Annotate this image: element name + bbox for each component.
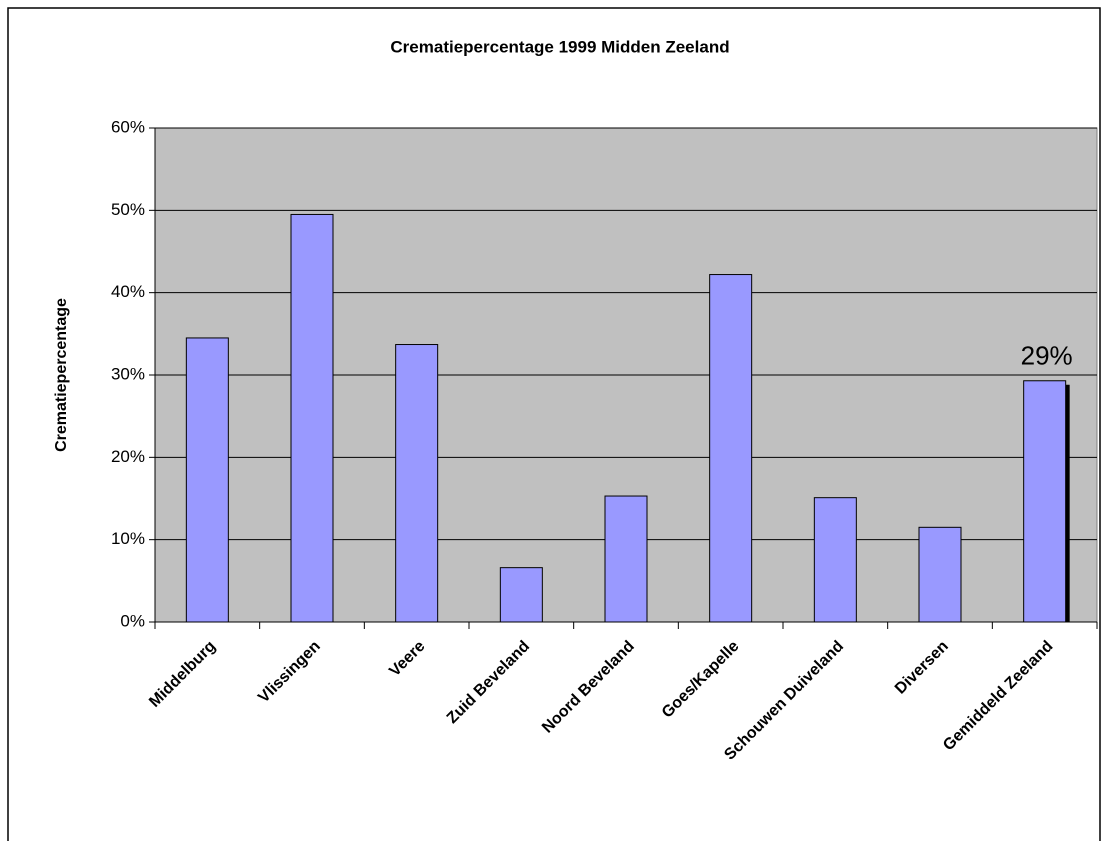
bar	[395, 344, 439, 623]
bar	[1023, 380, 1067, 623]
bar	[604, 495, 648, 623]
y-tick-label: 30%	[111, 364, 145, 383]
chart-title: Crematiepercentage 1999 Midden Zeeland	[390, 37, 729, 56]
data-label: 29%	[1021, 341, 1073, 371]
bar	[499, 567, 543, 623]
y-tick-label: 40%	[111, 282, 145, 301]
bar	[185, 337, 229, 623]
y-tick-label: 60%	[111, 117, 145, 136]
chart-frame	[7, 7, 1101, 841]
y-tick-label: 0%	[120, 611, 145, 630]
bar	[709, 274, 753, 623]
bar	[918, 526, 962, 623]
bar	[290, 213, 334, 623]
y-tick-label: 20%	[111, 447, 145, 466]
y-tick-label: 50%	[111, 200, 145, 219]
bar-highlight	[1065, 384, 1070, 622]
y-axis-label: Crematiepercentage	[53, 298, 70, 452]
y-tick-label: 10%	[111, 529, 145, 548]
bar	[813, 497, 857, 623]
